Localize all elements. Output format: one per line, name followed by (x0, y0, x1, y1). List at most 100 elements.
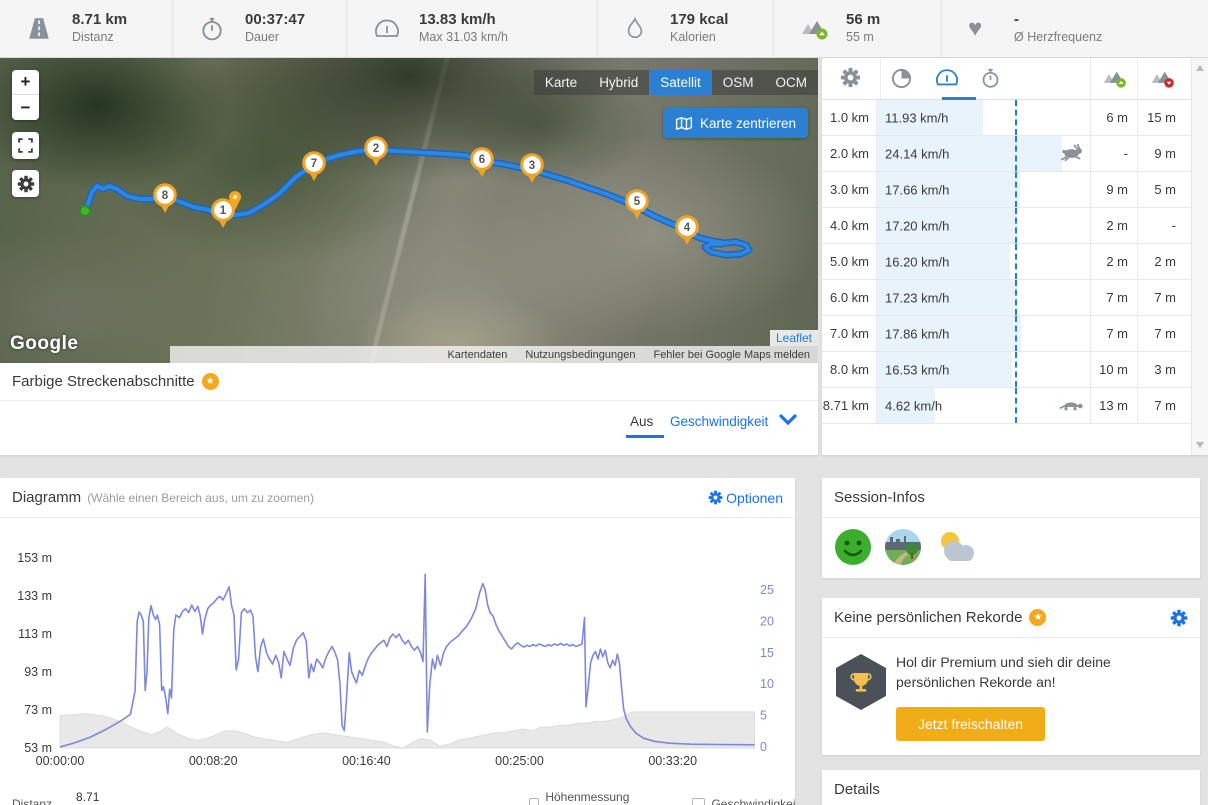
records-title: Keine persönlichen Rekorde (834, 609, 1023, 626)
elevation-down-icon (1150, 67, 1176, 95)
split-elevation-loss: - (1137, 208, 1185, 243)
scrollbar[interactable] (1191, 58, 1208, 455)
diagram-options-button[interactable]: Optionen (708, 490, 783, 506)
fullscreen-button[interactable] (12, 132, 39, 159)
attribution-link[interactable]: Nutzungsbedingungen (525, 348, 636, 361)
elevation-speed-chart[interactable]: 153 m 133 m 113 m 93 m 73 m 53 m 25 20 15 10 5 0 00:… (0, 518, 795, 786)
map-icon (675, 116, 692, 130)
average-speed-line (1015, 388, 1017, 423)
split-elevation-loss: 7 m (1137, 388, 1185, 423)
attribution-link[interactable]: Kartendaten (447, 348, 508, 361)
settings-gear-icon[interactable] (840, 67, 861, 88)
km-marker-7[interactable]: 7 (301, 151, 327, 182)
zoom-out-button[interactable]: − (20, 97, 31, 117)
km-marker-5[interactable]: 5 (624, 189, 650, 220)
legend-distance-value: 8.71 km (76, 790, 100, 805)
diagram-subtitle: (Wähle einen Bereich aus, um zu zoomen) (87, 490, 314, 505)
center-map-button[interactable]: Karte zentrieren (662, 108, 808, 138)
split-speed: 24.14 km/h (885, 146, 950, 161)
split-speed: 17.66 km/h (885, 182, 950, 197)
legend-checkbox[interactable] (529, 797, 540, 805)
attribution-link[interactable]: Fehler bei Google Maps melden (653, 348, 810, 361)
svg-text:4: 4 (684, 222, 691, 234)
split-speed-cell: 4.62 km/h (876, 388, 1090, 423)
personal-records-card: Keine persönlichen Rekorde ★ Hol dir Pre… (822, 598, 1200, 755)
tab-duration-icon[interactable] (980, 67, 1001, 95)
road-icon (26, 16, 62, 42)
map-zoom-control: + − (12, 70, 39, 120)
records-message: Hol dir Premium und sieh dir deine persö… (896, 654, 1111, 691)
split-row[interactable]: 2.0 km 24.14 km/h -9 m (822, 136, 1191, 172)
map-settings-button[interactable] (12, 170, 39, 197)
zoom-in-button[interactable]: + (12, 70, 39, 95)
stat-label: Max 31.03 km/h (419, 30, 508, 45)
scroll-down-arrow[interactable] (1196, 442, 1204, 448)
stat-label: Kalorien (670, 30, 716, 45)
average-speed-line (1015, 244, 1017, 279)
tab-geschwindigkeit[interactable]: Geschwindigkeit (670, 414, 769, 429)
stat-speed: 13.83 km/h Max 31.03 km/h (347, 0, 598, 57)
chevron-down-icon[interactable] (778, 413, 798, 432)
split-speed-cell: 16.20 km/h (876, 244, 1090, 279)
split-speed-cell: 17.86 km/h (876, 316, 1090, 351)
split-km: 8.71 km (822, 398, 869, 413)
map-layer-satellit[interactable]: Satellit (649, 70, 712, 95)
svg-text:2: 2 (373, 143, 379, 155)
km-marker-1[interactable]: 1 (210, 198, 236, 229)
split-elevation-loss: 3 m (1137, 352, 1185, 387)
tab-pace-icon[interactable] (890, 67, 913, 95)
split-km: 2.0 km (829, 146, 869, 161)
map-layer-ocm[interactable]: OCM (775, 75, 808, 90)
waypoint-pin-icon (227, 190, 243, 216)
speed-bar (877, 316, 1021, 351)
split-row[interactable]: 4.0 km 17.20 km/h 2 m- (822, 208, 1191, 244)
center-map-label: Karte zentrieren (699, 115, 796, 131)
fastest-rabbit-icon (1058, 143, 1084, 164)
svg-text:20: 20 (760, 614, 774, 628)
records-settings-gear-icon[interactable] (1170, 609, 1188, 627)
map-layer-switcher: Karte Hybrid Satellit OSM OCM (533, 70, 818, 95)
route-polyline (81, 146, 753, 259)
km-marker-2[interactable]: 2 (363, 136, 389, 167)
scroll-up-arrow[interactable] (1196, 65, 1204, 71)
map-layer-karte[interactable]: Karte (544, 75, 578, 90)
stat-value: 56 m (846, 11, 881, 29)
split-elevation-loss: 7 m (1137, 316, 1185, 351)
tab-speed-icon[interactable] (934, 67, 960, 94)
legend-checkbox[interactable] (692, 797, 706, 805)
leaflet-link[interactable]: Leaflet (769, 330, 818, 346)
split-speed: 11.93 km/h (885, 110, 949, 125)
km-marker-4[interactable]: 4 (674, 215, 700, 246)
elevation-gain-icon (800, 16, 836, 42)
mood-happy-icon (834, 528, 872, 571)
legend-item-label: Höhenmessung (GPS) (545, 790, 630, 805)
svg-text:113 m: 113 m (18, 627, 52, 641)
km-marker-8[interactable]: 8 (152, 183, 178, 214)
km-marker-6[interactable]: 6 (469, 147, 495, 178)
km-marker-3[interactable]: 3 (519, 153, 545, 184)
split-speed: 17.86 km/h (885, 326, 950, 341)
colored-sections-panel: Farbige Streckenabschnitte ★ Aus Geschwi… (0, 363, 818, 455)
tab-aus[interactable]: Aus (630, 414, 654, 429)
svg-text:73 m: 73 m (24, 703, 52, 717)
map-layer-hybrid[interactable]: Hybrid (599, 75, 639, 90)
split-elevation-gain: 9 m (1090, 172, 1137, 207)
map-layer-osm[interactable]: OSM (722, 75, 754, 90)
split-row[interactable]: 1.0 km 11.93 km/h 6 m 15 m (822, 100, 1191, 136)
split-elevation-gain: 6 m (1090, 100, 1137, 135)
map-attribution: Kartendaten Nutzungsbedingungen Fehler b… (170, 346, 818, 363)
map[interactable]: 8 1 7 2 6 3 5 4 + − (0, 58, 818, 363)
speed-bar (877, 136, 1062, 171)
svg-text:6: 6 (479, 154, 485, 166)
split-speed: 16.20 km/h (885, 254, 950, 269)
unlock-premium-button[interactable]: Jetzt freischalten (896, 706, 1046, 741)
legend-distance-label: Distanz (12, 797, 53, 805)
session-infos-card: Session-Infos (822, 478, 1200, 578)
split-speed-cell: 11.93 km/h (876, 100, 1090, 135)
